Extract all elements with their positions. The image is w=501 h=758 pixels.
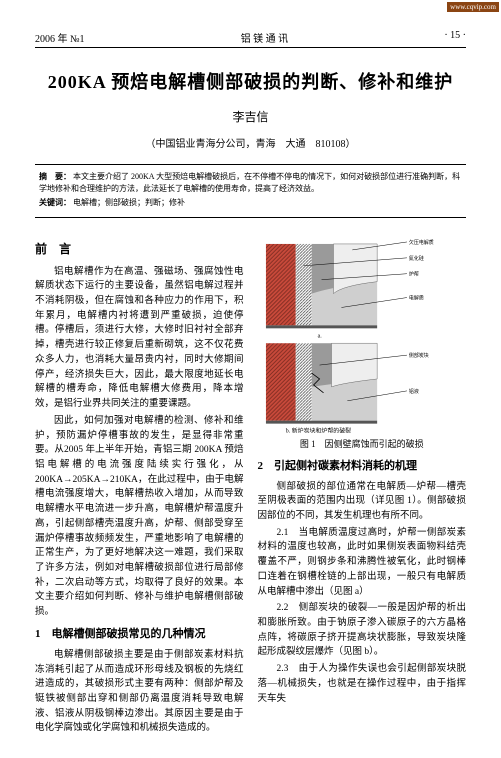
affiliation: （中国铝业青海分公司，青海 大通 810108） [35, 135, 466, 150]
right-column: 欠压电解质 氮化硅 炉帮 电解质 a. [258, 232, 467, 738]
para: 电解槽侧部破损主要是由于侧部炭素材料抗冻消耗引起了从而造成环形母线及钢板的先烧红… [35, 648, 244, 736]
header-right: · 15 · [444, 30, 466, 45]
para: 2.3 由于人为操作失误也会引起侧部炭块脱落—机械损失，也就是在操作过程中，由于… [258, 662, 467, 706]
para-text: 侧部炭块的破裂—一般是因炉帮的析出和膨胀所致。由于钠原子渗入碳原子的六方晶格点阵… [258, 603, 467, 657]
fig-label: 氮化硅 [408, 255, 423, 262]
para: 铝电解槽作为在高温、强磁场、强腐蚀性电解质状态下运行的主要设备，虽然铝电解过程并… [35, 265, 244, 412]
para: 2.1 当电解质温度过高时，炉帮一侧部炭素材料的温度也较高，此时如果侧炭表面物料… [258, 526, 467, 600]
keywords-text: 电解槽；侧部破损；判断；修补 [73, 198, 185, 207]
abstract-box: 摘 要： 本文主要介绍了 200KA 大型预焙电解槽破损后，在不停槽不停电的情况… [35, 164, 466, 218]
section-2: 2 引起侧衬碳素材料消耗的机理 [258, 458, 467, 475]
num-label: 2.3 [277, 664, 289, 674]
page-content: 2006 年 №1 铝 镁 通 讯 · 15 · 200KA 预焙电解槽侧部破损… [0, 0, 501, 758]
figure-1-svg: 欠压电解质 氮化硅 炉帮 电解质 a. [258, 236, 467, 435]
fig-label: 炉帮 [408, 271, 418, 278]
figure-1-caption: 图 1 因侧壁腐蚀而引起的破损 [258, 438, 467, 452]
abstract-text: 本文主要介绍了 200KA 大型预焙电解槽破损后，在不停槽不停电的情况下，如何对… [39, 172, 460, 193]
section-1: 1 电解槽侧部破损常见的几种情况 [35, 626, 244, 643]
num-label: 2.1 [277, 528, 289, 538]
para-text: 当电解质温度过高时，炉帮一侧部炭素材料的温度也较高，此时如果侧炭表面物料结壳覆盖… [258, 528, 467, 597]
running-header: 2006 年 №1 铝 镁 通 讯 · 15 · [35, 30, 466, 48]
header-center: 铝 镁 通 讯 [241, 30, 289, 45]
header-left: 2006 年 №1 [35, 30, 85, 45]
author: 李吉信 [35, 108, 466, 125]
fig-label: 电解质 [408, 295, 423, 302]
para: 2.2 侧部炭块的破裂—一般是因炉帮的析出和膨胀所致。由于钠原子渗入碳原子的六方… [258, 601, 467, 660]
keywords-label: 关键词： [39, 198, 71, 207]
left-column: 前 言 铝电解槽作为在高温、强磁场、强腐蚀性电解质状态下运行的主要设备，虽然铝电… [35, 232, 244, 738]
fig-label: 铝液 [408, 388, 418, 395]
fig-label: 欠压电解质 [408, 239, 433, 246]
fig-label: 侧部炭块 [408, 352, 428, 359]
figure-1: 欠压电解质 氮化硅 炉帮 电解质 a. [258, 236, 467, 452]
abstract-label: 摘 要： [39, 172, 71, 181]
fig-sub-a: a. [317, 333, 322, 339]
article-title: 200KA 预焙电解槽侧部破损的判断、修补和维护 [35, 68, 466, 94]
para: 侧部破损的部位通常在电解质—炉帮—槽壳至阴极表面的范围内出现（详见图 1）。侧部… [258, 480, 467, 524]
body-columns: 前 言 铝电解槽作为在高温、强磁场、强腐蚀性电解质状态下运行的主要设备，虽然铝电… [35, 232, 466, 738]
para-text: 由于人为操作失误也会引起侧部炭块脱落—机械损失，也就是在操作过程中，由于指挥天车… [258, 664, 467, 703]
section-preface: 前 言 [35, 240, 244, 259]
source-badge: www.cqvip.com [447, 2, 499, 12]
num-label: 2.2 [277, 603, 289, 613]
para: 因此，如何加强对电解槽的检测、修补和维护，预防漏炉停槽事故的发生，是显得非常重要… [35, 414, 244, 620]
fig-sub-b: b. 新炉炭块和炉帮的破裂 [285, 427, 350, 435]
